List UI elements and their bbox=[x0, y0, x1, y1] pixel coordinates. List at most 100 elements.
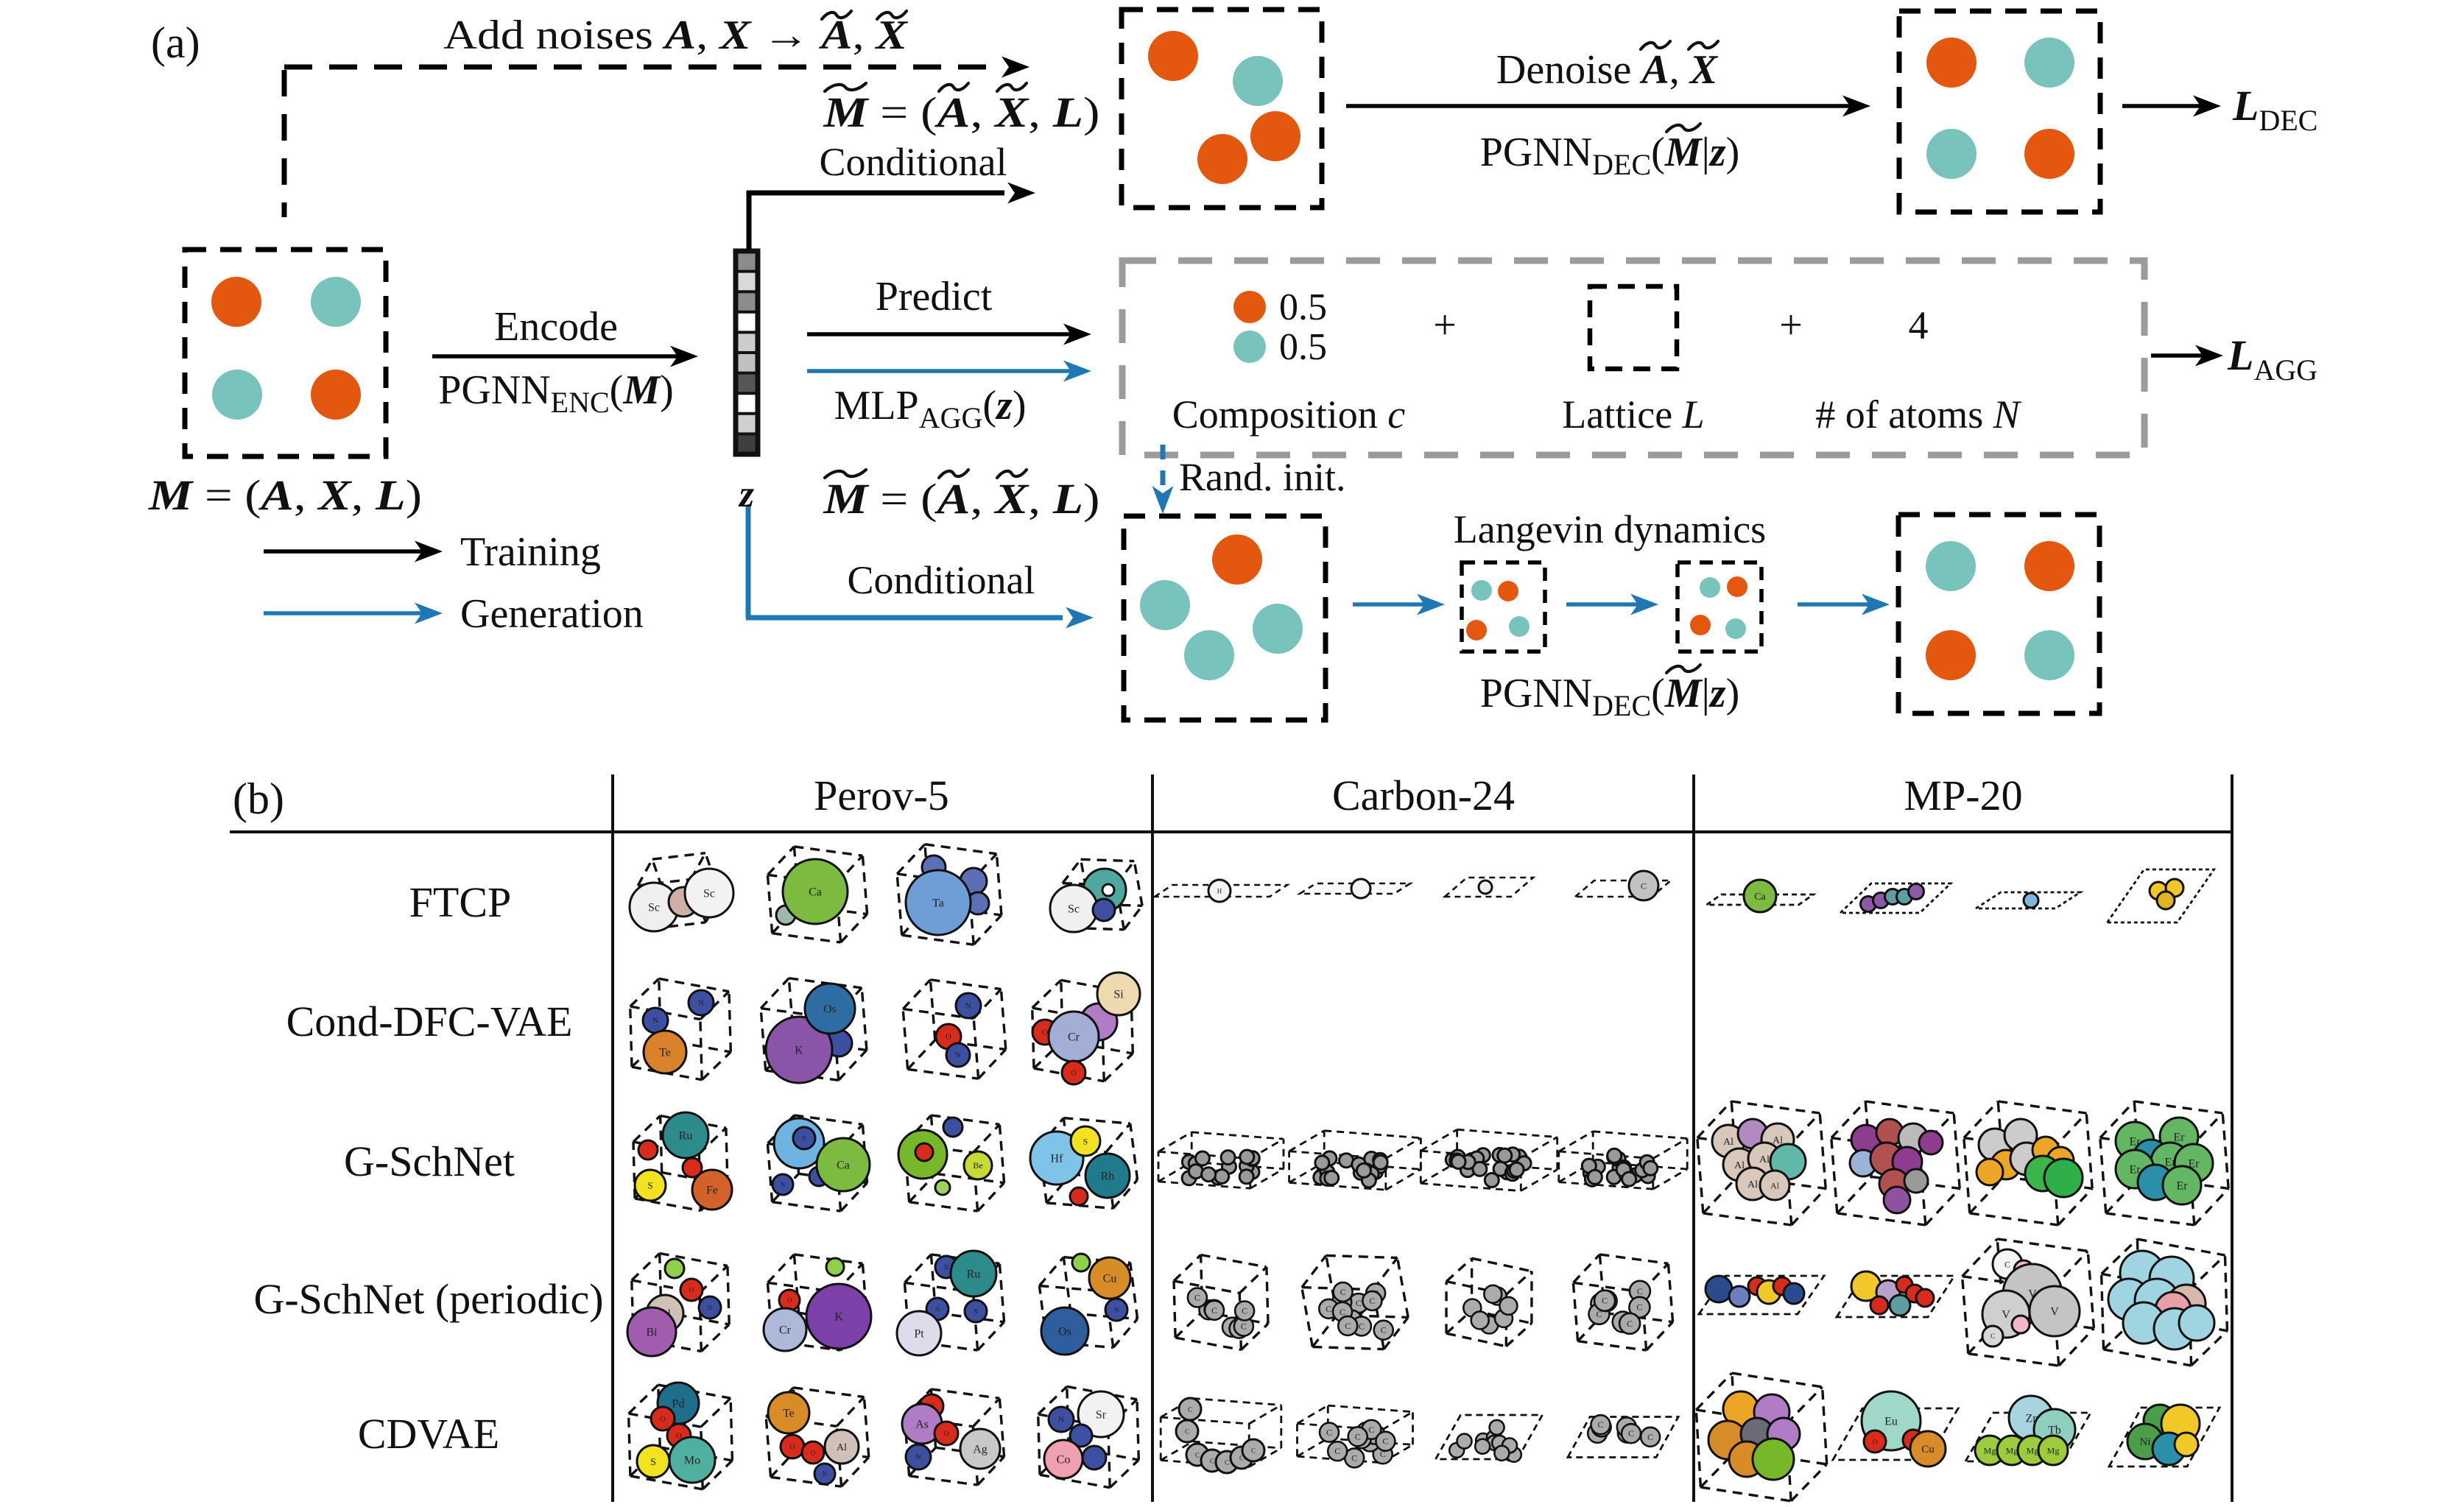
svg-text:S: S bbox=[647, 1180, 652, 1191]
svg-text:Os: Os bbox=[823, 1003, 837, 1016]
svg-text:C: C bbox=[1369, 1296, 1375, 1306]
svg-text:Pt: Pt bbox=[914, 1328, 924, 1341]
svg-text:+: + bbox=[1433, 303, 1457, 348]
svg-text:Si: Si bbox=[1113, 989, 1124, 1001]
svg-text:Mg: Mg bbox=[1984, 1445, 1996, 1455]
svg-text:Cr: Cr bbox=[1068, 1031, 1080, 1044]
svg-text:C: C bbox=[1351, 1453, 1357, 1463]
svg-text:Al: Al bbox=[837, 1442, 847, 1453]
svg-text:C: C bbox=[1641, 880, 1647, 891]
svg-text:C: C bbox=[1647, 1432, 1653, 1442]
svg-text:z: z bbox=[738, 473, 755, 515]
svg-text:Fe: Fe bbox=[706, 1185, 718, 1197]
svg-text:Cond-DFC-VAE: Cond-DFC-VAE bbox=[286, 998, 573, 1045]
svg-text:C: C bbox=[1637, 1286, 1643, 1296]
svg-text:C: C bbox=[1188, 1405, 1192, 1413]
svg-text:0.5: 0.5 bbox=[1279, 326, 1327, 368]
svg-text:C: C bbox=[1185, 1427, 1189, 1435]
svg-text:C: C bbox=[1194, 1293, 1200, 1303]
svg-text:Er: Er bbox=[2188, 1158, 2200, 1171]
svg-text:C: C bbox=[1334, 1446, 1340, 1456]
svg-text:C: C bbox=[1340, 1287, 1346, 1297]
svg-text:G-SchNet: G-SchNet bbox=[344, 1137, 515, 1185]
svg-text:As: As bbox=[915, 1419, 929, 1431]
svg-text:S: S bbox=[1083, 1136, 1088, 1146]
svg-text:Co: Co bbox=[1057, 1454, 1071, 1467]
svg-text:Ni: Ni bbox=[2140, 1436, 2151, 1448]
svg-text:N: N bbox=[955, 1052, 960, 1060]
svg-text:Predict: Predict bbox=[876, 274, 993, 320]
svg-text:O: O bbox=[660, 1416, 665, 1424]
svg-text:Be: Be bbox=[973, 1160, 982, 1171]
svg-text:C: C bbox=[1242, 1306, 1247, 1316]
svg-text:N: N bbox=[781, 1181, 786, 1188]
svg-text:Ta: Ta bbox=[932, 897, 944, 910]
svg-text:C: C bbox=[1225, 1458, 1229, 1466]
svg-text:C: C bbox=[1368, 1425, 1374, 1435]
svg-text:Er: Er bbox=[2176, 1180, 2188, 1193]
svg-text:Perov-5: Perov-5 bbox=[814, 772, 949, 819]
svg-text:G-SchNet (periodic): G-SchNet (periodic) bbox=[253, 1275, 603, 1323]
svg-text:Rh: Rh bbox=[1101, 1171, 1115, 1183]
svg-text:C: C bbox=[2004, 1259, 2010, 1269]
svg-text:# of atoms N: # of atoms N bbox=[1815, 392, 2021, 437]
svg-text:O: O bbox=[811, 1449, 816, 1456]
svg-text:4: 4 bbox=[1909, 303, 1929, 347]
svg-text:Al: Al bbox=[1759, 1154, 1770, 1165]
svg-text:C: C bbox=[1380, 1449, 1386, 1459]
svg-text:Ru: Ru bbox=[967, 1268, 981, 1281]
svg-text:N: N bbox=[935, 1305, 940, 1313]
svg-text:Zr: Zr bbox=[2025, 1413, 2037, 1425]
svg-text:C: C bbox=[1345, 1321, 1351, 1331]
svg-text:C: C bbox=[1210, 1457, 1214, 1464]
svg-text:V: V bbox=[2002, 1309, 2010, 1321]
svg-text:CDVAE: CDVAE bbox=[358, 1410, 499, 1458]
svg-text:C: C bbox=[1326, 1427, 1332, 1438]
svg-text:Composition c: Composition c bbox=[1172, 392, 1406, 437]
svg-text:K: K bbox=[834, 1311, 843, 1324]
svg-text:Al: Al bbox=[1723, 1137, 1733, 1148]
svg-text:(b): (b) bbox=[233, 774, 284, 823]
svg-text:Er: Er bbox=[2173, 1132, 2185, 1144]
svg-text:+: + bbox=[1779, 303, 1803, 348]
svg-text:Mg: Mg bbox=[2027, 1445, 2039, 1455]
svg-text:Al: Al bbox=[1747, 1179, 1758, 1190]
svg-text:M = (A, X, L): M = (A, X, L) bbox=[148, 471, 422, 519]
svg-text:O: O bbox=[946, 1033, 951, 1042]
svg-text:N: N bbox=[823, 1470, 828, 1478]
svg-text:C: C bbox=[1241, 1321, 1247, 1332]
svg-text:Ca: Ca bbox=[1754, 892, 1766, 903]
svg-text:C: C bbox=[1636, 1302, 1642, 1313]
svg-text:K: K bbox=[795, 1045, 803, 1057]
svg-text:PGNNDEC(M|z): PGNNDEC(M|z) bbox=[1480, 671, 1740, 722]
svg-text:Mg: Mg bbox=[2047, 1445, 2060, 1455]
svg-text:Encode: Encode bbox=[494, 304, 618, 350]
svg-text:Conditional: Conditional bbox=[848, 558, 1035, 602]
svg-text:Bi: Bi bbox=[646, 1327, 658, 1339]
svg-text:Cu: Cu bbox=[1103, 1273, 1117, 1285]
svg-text:0.5: 0.5 bbox=[1279, 286, 1327, 328]
svg-text:O: O bbox=[789, 1444, 795, 1452]
svg-text:C: C bbox=[1340, 1307, 1345, 1317]
svg-text:N: N bbox=[1058, 1416, 1064, 1425]
svg-text:C: C bbox=[1195, 1451, 1200, 1458]
svg-text:Training: Training bbox=[460, 529, 601, 575]
svg-text:MP-20: MP-20 bbox=[1904, 772, 2022, 819]
svg-text:C: C bbox=[1597, 1419, 1603, 1430]
svg-text:Er: Er bbox=[2129, 1164, 2141, 1176]
svg-text:Tb: Tb bbox=[2048, 1425, 2061, 1437]
svg-text:Te: Te bbox=[659, 1047, 671, 1059]
svg-text:C: C bbox=[1211, 1305, 1217, 1316]
svg-text:Conditional: Conditional bbox=[820, 140, 1007, 184]
svg-text:N: N bbox=[652, 1017, 658, 1026]
svg-text:Sr: Sr bbox=[1096, 1409, 1107, 1422]
svg-text:C: C bbox=[1596, 1309, 1602, 1319]
svg-text:N: N bbox=[1114, 1306, 1119, 1313]
svg-text:N: N bbox=[708, 1304, 713, 1311]
svg-text:Al: Al bbox=[1734, 1160, 1745, 1171]
svg-text:O: O bbox=[787, 1296, 792, 1304]
svg-text:O: O bbox=[1071, 1070, 1076, 1078]
svg-text:Denoise A, X: Denoise A, X bbox=[1496, 47, 1719, 93]
svg-text:O: O bbox=[1042, 1028, 1048, 1037]
svg-text:O: O bbox=[676, 1433, 681, 1441]
